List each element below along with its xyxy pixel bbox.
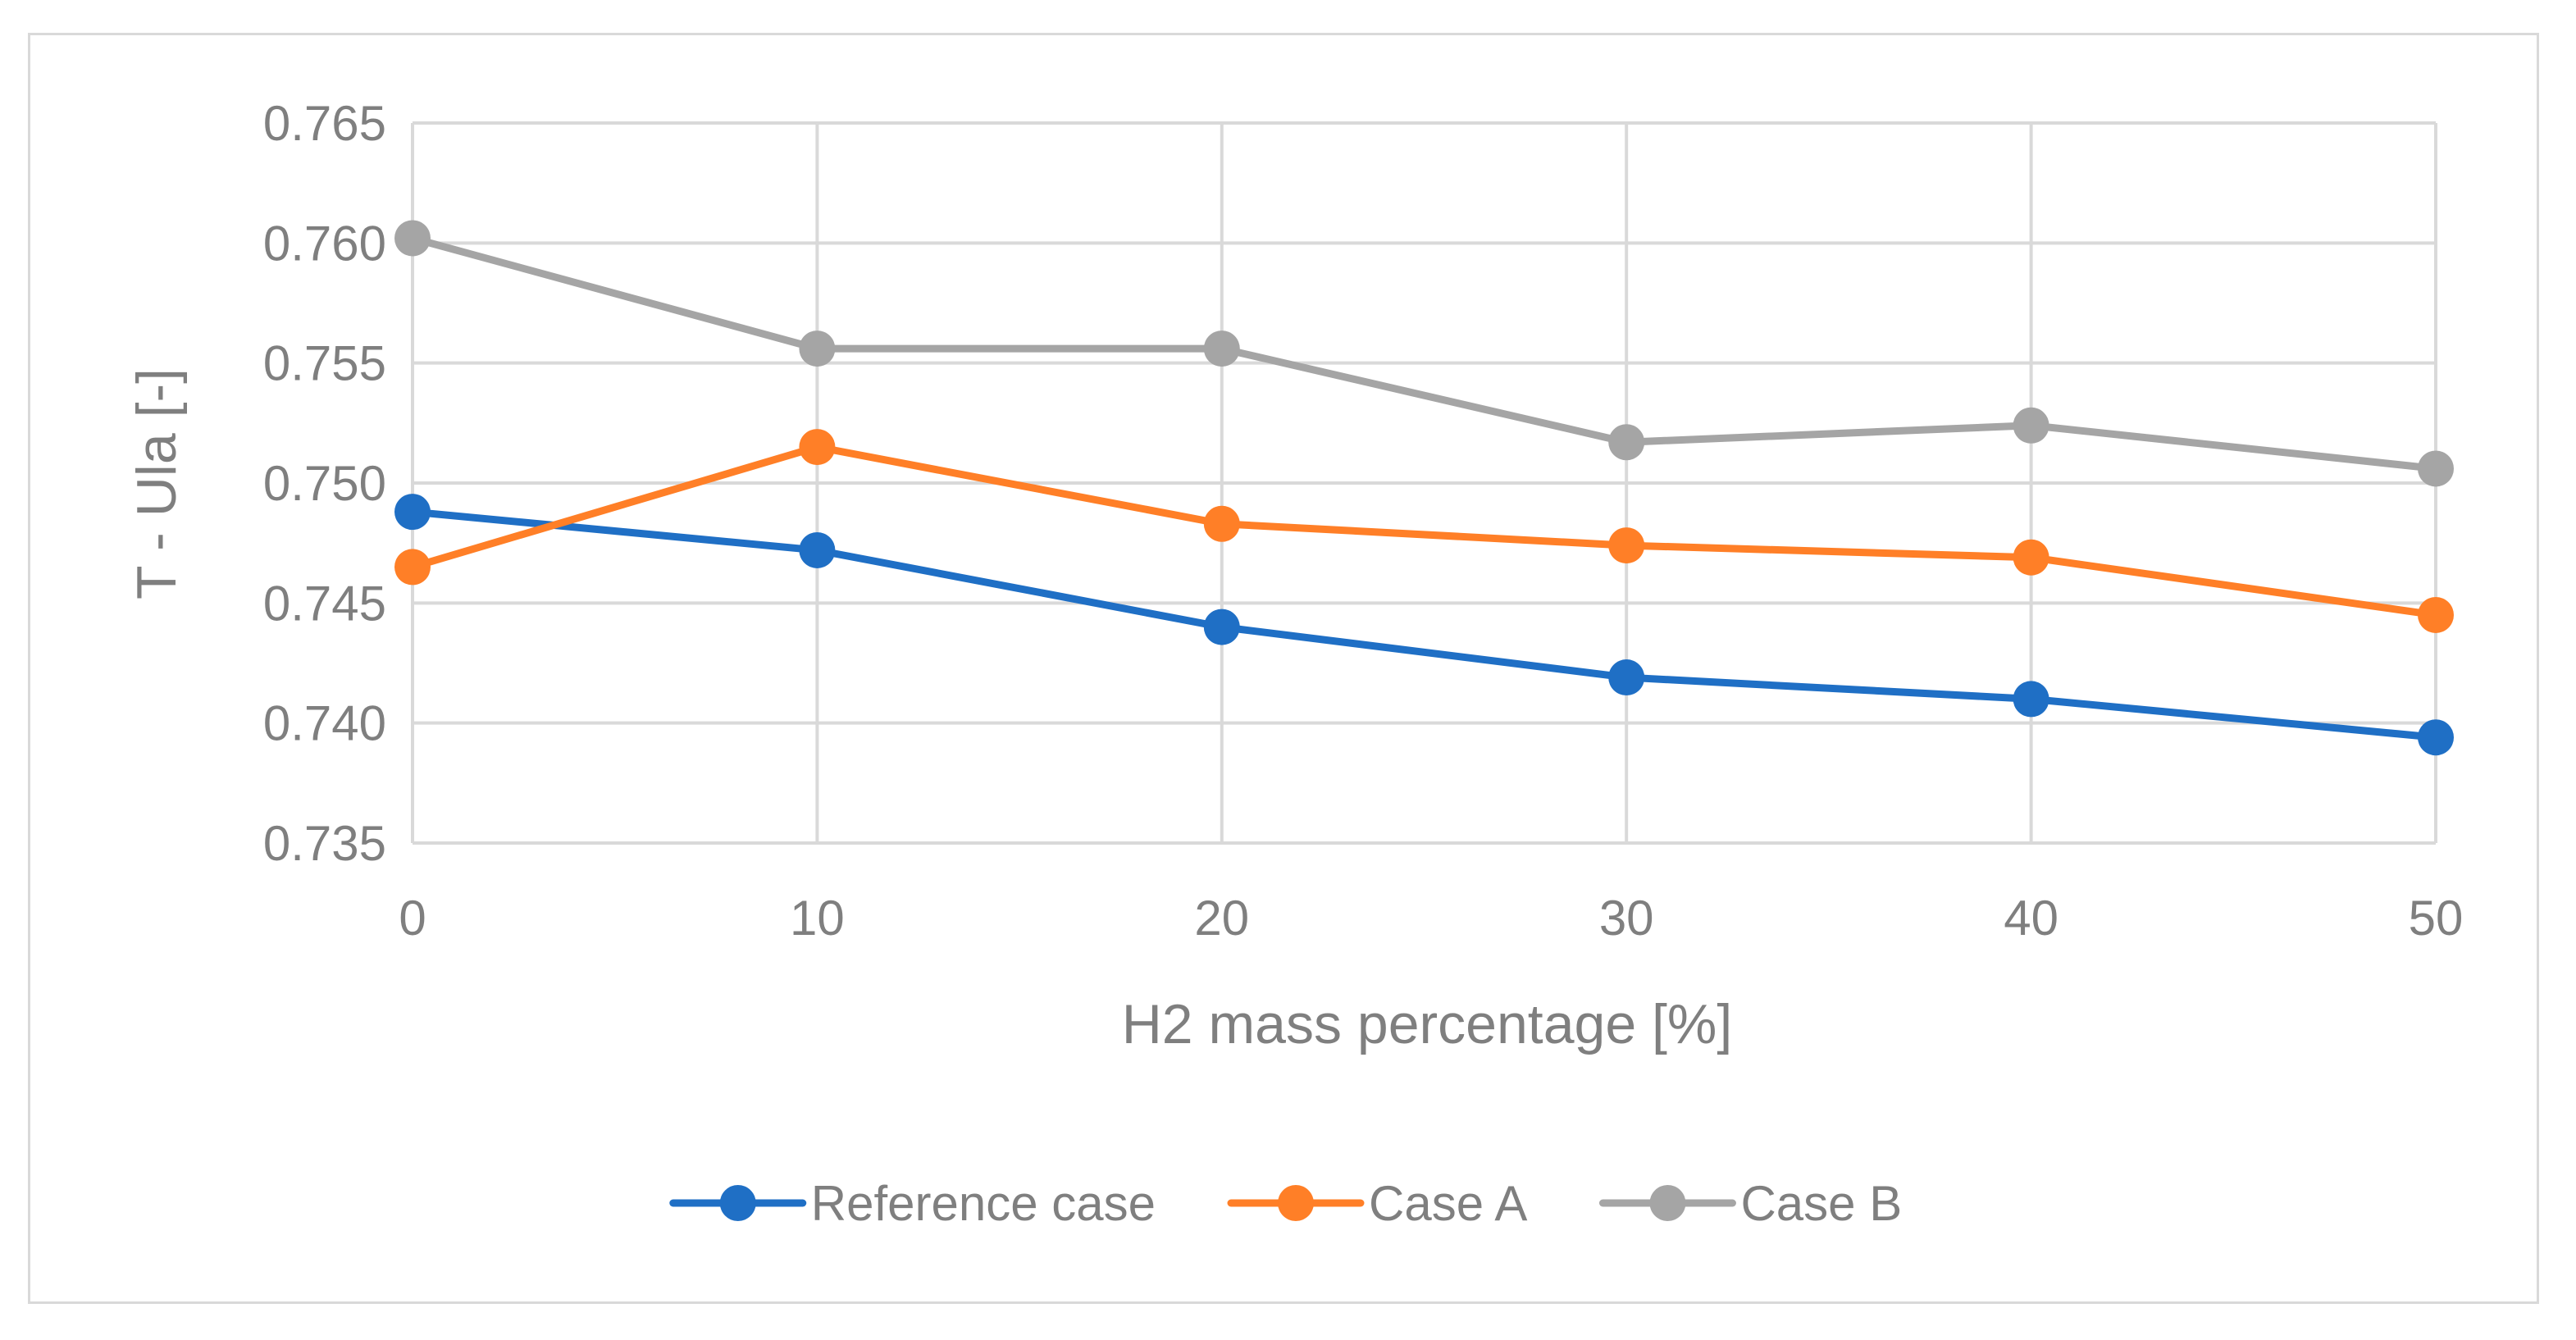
y-tick-label: 0.735 [263,816,386,871]
x-tick-label: 40 [2004,891,2059,946]
data-point [2013,681,2049,718]
x-tick-labels: 0 10 20 30 40 50 [399,891,2463,946]
legend-swatch-marker [1278,1185,1315,1221]
data-point [1203,330,1240,367]
data-point [394,549,431,586]
x-tick-label: 20 [1194,891,1249,946]
legend-swatch-marker [719,1185,756,1221]
legend: Reference case Case A Case B [669,1176,1902,1231]
series-line [408,443,2440,619]
data-point [2013,539,2049,576]
legend-item-case-b: Case B [1598,1176,1902,1231]
data-point [1608,424,1645,461]
data-point [1203,505,1240,542]
data-point [2013,407,2049,444]
y-tick-label: 0.750 [263,456,386,511]
x-tick-label: 30 [1599,891,1654,946]
series-reference-case [394,494,2454,756]
y-tick-labels: 0.735 0.740 0.745 0.750 0.755 0.760 0.765 [263,96,386,871]
legend-item-reference-case: Reference case [669,1176,1156,1231]
y-tick-label: 0.745 [263,576,386,631]
data-point [2418,719,2454,756]
legend-label: Case B [1740,1176,1902,1231]
legend-item-case-a: Case A [1227,1176,1527,1231]
series-case-b [394,220,2454,487]
data-point [1608,659,1645,696]
grid-lines [413,121,2437,843]
series-line [408,234,2440,472]
legend-label: Reference case [811,1176,1156,1231]
data-point [2418,450,2454,487]
data-point [2418,596,2454,633]
series-line [408,508,2440,741]
y-tick-label: 0.740 [263,696,386,751]
series-group [394,220,2454,756]
data-point [799,531,836,568]
y-tick-label: 0.760 [263,216,386,271]
y-tick-label: 0.755 [263,336,386,391]
x-axis-title: H2 mass percentage [%] [1122,993,1733,1055]
data-point [799,330,836,367]
data-point [1608,527,1645,564]
x-tick-label: 50 [2409,891,2464,946]
x-tick-label: 10 [790,891,845,946]
data-point [394,220,431,257]
series-case-a [394,429,2454,633]
data-point [799,429,836,466]
x-tick-label: 0 [399,891,426,946]
data-point [1203,608,1240,645]
legend-label: Case A [1369,1176,1527,1231]
y-tick-label: 0.765 [263,96,386,151]
legend-swatch-marker [1649,1185,1686,1221]
y-axis-title: T - Ula [-] [125,368,188,599]
data-point [394,494,431,531]
